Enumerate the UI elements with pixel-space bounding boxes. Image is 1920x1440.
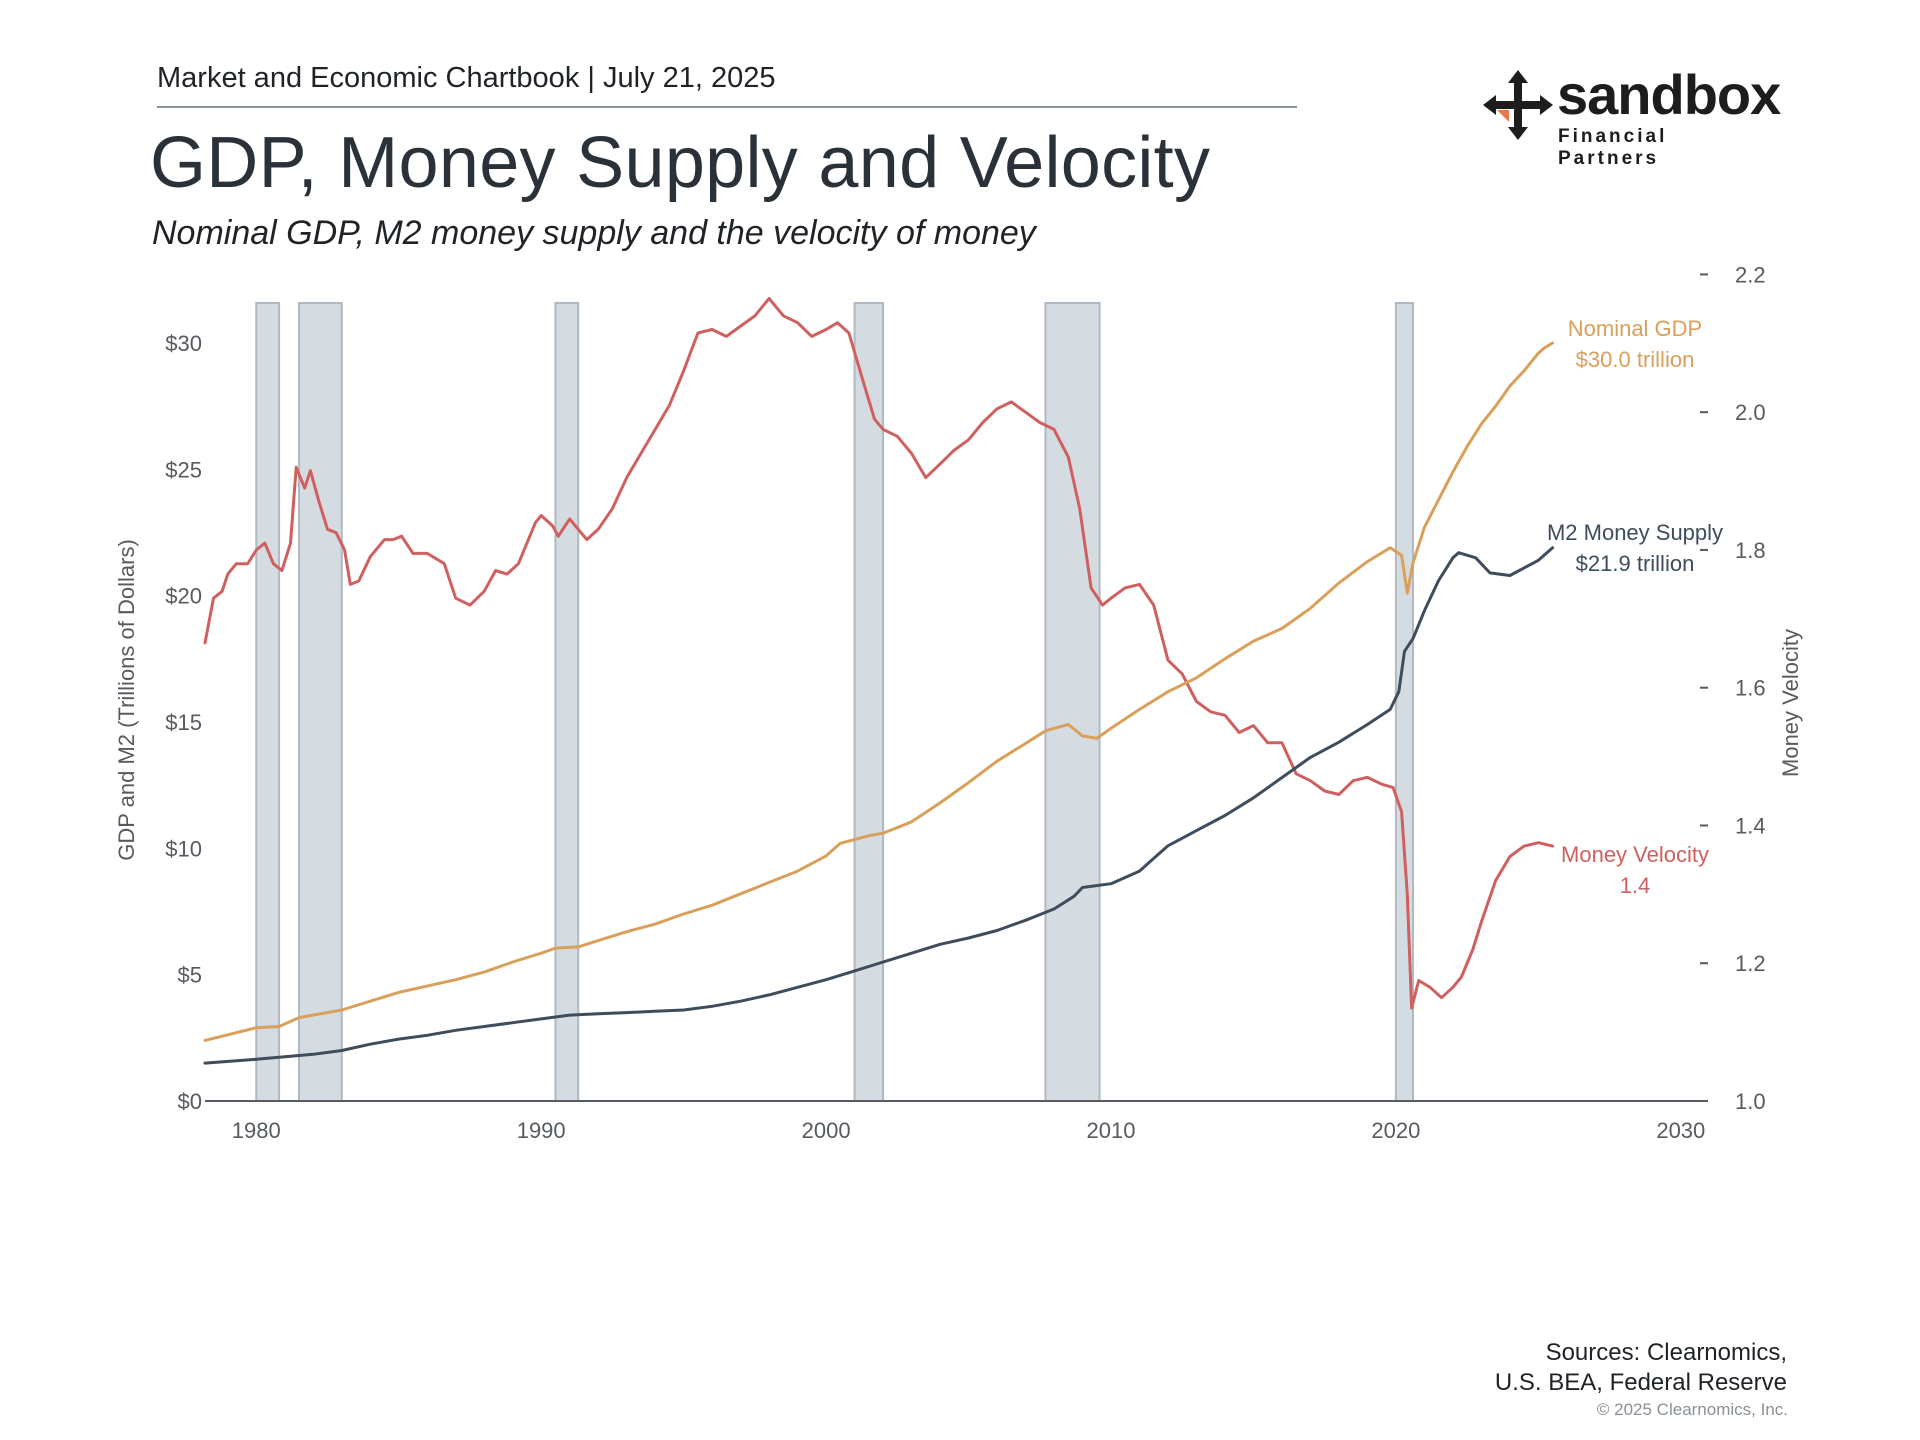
sandbox-logo: sandbox Financial Partners bbox=[1483, 63, 1781, 169]
series-line-nominal-gdp bbox=[203, 341, 1555, 1042]
compass-arrows-icon bbox=[1483, 70, 1553, 140]
x-tick-label: 2020 bbox=[1371, 1118, 1420, 1143]
sources-note: Sources: Clearnomics, U.S. BEA, Federal … bbox=[1495, 1338, 1787, 1398]
recession-band bbox=[554, 302, 580, 1102]
y-right-tick-label: 2.2 bbox=[1735, 262, 1766, 287]
series-label-name: Nominal GDP bbox=[1568, 316, 1702, 341]
series-line-m2-money-supply bbox=[203, 546, 1555, 1065]
sources-line-2: U.S. BEA, Federal Reserve bbox=[1494, 1369, 1787, 1396]
x-tick-label: 2010 bbox=[1087, 1118, 1136, 1143]
series-line-money-velocity bbox=[203, 297, 1555, 1010]
series-label-name: Money Velocity bbox=[1561, 842, 1709, 867]
y-left-tick-label: $15 bbox=[165, 710, 202, 735]
copyright: © 2025 Clearnomics, Inc. bbox=[1596, 1400, 1788, 1419]
x-tick-label: 2000 bbox=[802, 1118, 851, 1143]
y-left-tick-label: $25 bbox=[165, 457, 202, 482]
y-left-tick-label: $0 bbox=[178, 1089, 202, 1114]
x-tick-label: 1990 bbox=[517, 1118, 566, 1143]
series-labels: Nominal GDP $30.0 trillion M2 Money Supply… bbox=[1547, 316, 1723, 898]
chart-axes: 1980 1990 2000 2010 2020 2030 $0 $5 $10 $15 $20 $25… bbox=[114, 262, 1803, 1143]
x-tick-label: 1980 bbox=[232, 1118, 281, 1143]
recession-band bbox=[255, 302, 281, 1102]
y-right-tick-label: 1.2 bbox=[1735, 951, 1766, 976]
logo-wordmark: sandbox bbox=[1557, 63, 1781, 126]
y-left-tick-label: $10 bbox=[165, 836, 202, 861]
y-left-tick-label: $5 bbox=[178, 963, 202, 988]
chartbook-header: Market and Economic Chartbook | July 21,… bbox=[157, 62, 776, 94]
recession-bands bbox=[255, 302, 1414, 1102]
series-label-name: M2 Money Supply bbox=[1547, 520, 1723, 545]
logo-tagline: Financial Partners bbox=[1558, 126, 1668, 169]
y-right-tick-label: 1.6 bbox=[1735, 676, 1766, 701]
sources-line-1: Sources: Clearnomics, bbox=[1545, 1339, 1787, 1366]
y-right-tick-label: 1.8 bbox=[1735, 538, 1766, 563]
y-left-tick-label: $20 bbox=[165, 584, 202, 609]
y-right-tick-label: 2.0 bbox=[1735, 400, 1766, 425]
y-right-axis-title: Money Velocity bbox=[1778, 629, 1803, 777]
gdp-m2-velocity-chart: 1980 1990 2000 2010 2020 2030 $0 $5 $10 $15 $20 $25… bbox=[114, 262, 1803, 1143]
series-label-value: $21.9 trillion bbox=[1576, 551, 1695, 576]
y-left-axis-title: GDP and M2 (Trillions of Dollars) bbox=[114, 539, 139, 861]
y-right-tick-label: 1.0 bbox=[1735, 1089, 1766, 1114]
series-label-value: $30.0 trillion bbox=[1576, 347, 1695, 372]
page-title: GDP, Money Supply and Velocity bbox=[150, 123, 1211, 203]
series-lines bbox=[203, 297, 1555, 1065]
x-tick-label: 2030 bbox=[1656, 1118, 1705, 1143]
page-subtitle: Nominal GDP, M2 money supply and the vel… bbox=[152, 214, 1036, 252]
recession-band bbox=[298, 302, 343, 1102]
series-label-value: 1.4 bbox=[1620, 873, 1651, 898]
recession-band bbox=[1044, 302, 1101, 1102]
y-right-tick-label: 1.4 bbox=[1735, 813, 1766, 838]
y-left-tick-label: $30 bbox=[165, 331, 202, 356]
header-divider bbox=[157, 106, 1297, 108]
